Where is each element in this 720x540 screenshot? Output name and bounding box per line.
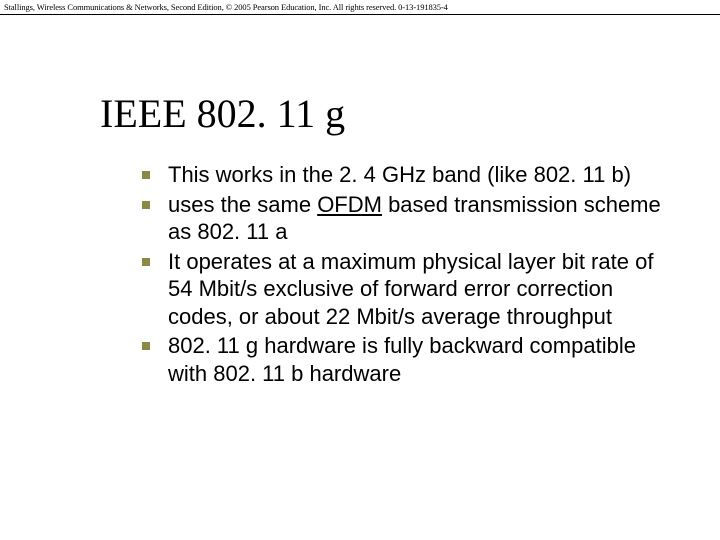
- bullet-text: This works in the 2. 4 GHz band (like 80…: [168, 161, 680, 189]
- list-item: This works in the 2. 4 GHz band (like 80…: [142, 161, 680, 189]
- slide-title: IEEE 802. 11 g: [100, 90, 680, 137]
- list-item: 802. 11 g hardware is fully backward com…: [142, 332, 680, 387]
- list-item: uses the same OFDM based transmission sc…: [142, 191, 680, 246]
- bullet-text: 802. 11 g hardware is fully backward com…: [168, 332, 680, 387]
- bullet-list: This works in the 2. 4 GHz band (like 80…: [100, 161, 680, 387]
- bullet-text-pre: 802. 11 g hardware is fully backward com…: [168, 333, 636, 386]
- bullet-text-pre: uses the same: [168, 192, 317, 217]
- slide-page: Stallings, Wireless Communications & Net…: [0, 0, 720, 540]
- square-bullet-icon: [142, 171, 150, 179]
- ofdm-link[interactable]: OFDM: [317, 192, 382, 217]
- bullet-text: It operates at a maximum physical layer …: [168, 248, 680, 331]
- copyright-text: Stallings, Wireless Communications & Net…: [4, 2, 448, 12]
- bullet-text: uses the same OFDM based transmission sc…: [168, 191, 680, 246]
- list-item: It operates at a maximum physical layer …: [142, 248, 680, 331]
- square-bullet-icon: [142, 258, 150, 266]
- bullet-text-pre: It operates at a maximum physical layer …: [168, 249, 653, 329]
- slide-body: IEEE 802. 11 g This works in the 2. 4 GH…: [100, 90, 680, 389]
- square-bullet-icon: [142, 342, 150, 350]
- bullet-text-pre: This works in the 2. 4 GHz band (like 80…: [168, 162, 631, 187]
- copyright-header: Stallings, Wireless Communications & Net…: [0, 0, 720, 15]
- square-bullet-icon: [142, 201, 150, 209]
